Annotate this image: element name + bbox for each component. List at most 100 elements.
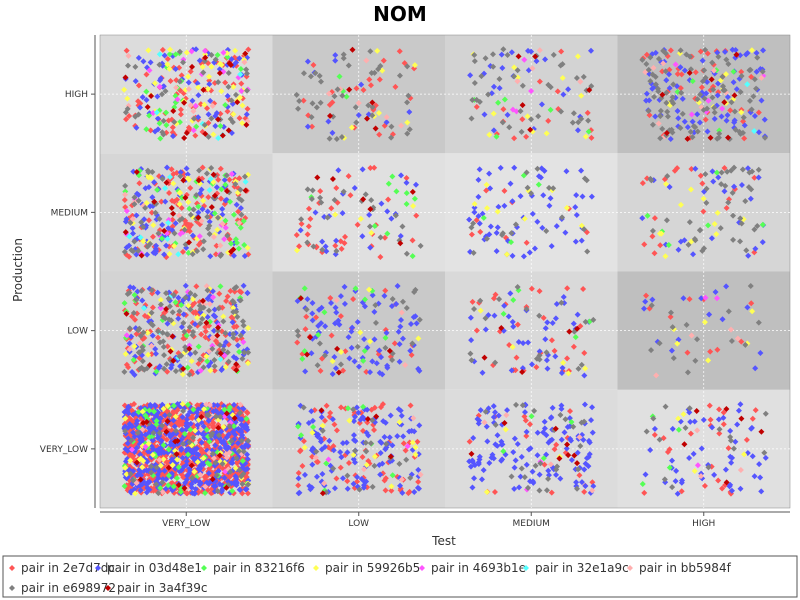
data-point xyxy=(233,59,240,66)
data-point xyxy=(588,193,595,200)
data-point xyxy=(541,167,548,174)
data-point xyxy=(223,172,230,179)
data-point xyxy=(468,450,475,457)
data-point xyxy=(669,484,676,491)
data-point xyxy=(741,135,748,142)
data-point xyxy=(581,226,588,233)
data-point xyxy=(295,423,302,430)
data-point xyxy=(518,128,525,135)
data-point xyxy=(308,350,315,357)
data-point xyxy=(572,238,579,245)
data-point xyxy=(128,247,135,254)
data-point xyxy=(167,174,174,181)
data-point xyxy=(528,361,535,368)
data-point xyxy=(520,253,527,260)
data-point xyxy=(199,206,206,213)
data-point xyxy=(229,460,236,467)
data-point xyxy=(122,218,129,225)
data-point xyxy=(344,449,351,456)
data-point xyxy=(677,47,684,54)
data-point xyxy=(139,464,146,471)
data-point xyxy=(198,439,205,446)
data-point xyxy=(373,360,380,367)
data-point xyxy=(185,73,192,80)
data-point xyxy=(394,433,401,440)
data-point xyxy=(236,55,243,62)
data-point xyxy=(664,108,671,115)
data-point xyxy=(480,214,487,221)
data-point xyxy=(337,361,344,368)
legend-label: pair in e698972 xyxy=(21,581,116,595)
data-point xyxy=(499,119,506,126)
data-point xyxy=(369,417,376,424)
data-point xyxy=(344,478,351,485)
data-point xyxy=(515,53,522,60)
data-point xyxy=(243,111,250,118)
data-point xyxy=(137,455,144,462)
data-point xyxy=(746,97,753,104)
data-point xyxy=(414,438,421,445)
data-point xyxy=(491,312,498,319)
data-point xyxy=(715,174,722,181)
data-point xyxy=(469,458,476,465)
data-point xyxy=(690,450,697,457)
data-point xyxy=(177,173,184,180)
data-point xyxy=(721,48,728,55)
data-point xyxy=(534,165,541,172)
data-point xyxy=(180,319,187,326)
data-point xyxy=(341,300,348,307)
data-point xyxy=(704,50,711,57)
data-point xyxy=(675,115,682,122)
data-point xyxy=(651,250,658,257)
data-point xyxy=(716,127,723,134)
data-point xyxy=(353,119,360,126)
data-point xyxy=(154,186,161,193)
data-point xyxy=(243,415,250,422)
data-point xyxy=(241,241,248,248)
data-point xyxy=(579,193,586,200)
data-point xyxy=(404,99,411,106)
data-point xyxy=(205,194,212,201)
data-point xyxy=(233,367,240,374)
data-point xyxy=(508,230,515,237)
data-point xyxy=(403,250,410,257)
data-point xyxy=(143,97,150,104)
data-point xyxy=(150,249,157,256)
data-point xyxy=(689,134,696,141)
data-point xyxy=(709,59,716,66)
data-point xyxy=(728,487,735,494)
data-point xyxy=(321,480,328,487)
data-point xyxy=(162,185,169,192)
data-point xyxy=(404,63,411,70)
data-point xyxy=(201,122,208,129)
data-point xyxy=(180,59,187,66)
data-point xyxy=(690,123,697,130)
data-point xyxy=(309,123,316,130)
data-point xyxy=(324,214,331,221)
data-point xyxy=(493,248,500,255)
data-point xyxy=(148,463,155,470)
data-point xyxy=(187,350,194,357)
data-point xyxy=(139,94,146,101)
data-point xyxy=(657,113,664,120)
data-point xyxy=(344,405,351,412)
data-point xyxy=(643,292,650,299)
data-point xyxy=(200,238,207,245)
data-point xyxy=(121,248,128,255)
data-point xyxy=(476,220,483,227)
data-point xyxy=(123,47,130,54)
data-point xyxy=(225,83,232,90)
data-point xyxy=(515,338,522,345)
data-point xyxy=(218,61,225,68)
data-point xyxy=(244,290,251,297)
data-point xyxy=(403,201,410,208)
data-point xyxy=(191,490,198,497)
data-point xyxy=(225,478,232,485)
data-point xyxy=(195,84,202,91)
data-point xyxy=(313,458,320,465)
data-point xyxy=(389,173,396,180)
data-point xyxy=(714,209,721,216)
data-point xyxy=(519,82,526,89)
data-point xyxy=(242,50,249,57)
data-point xyxy=(750,93,757,100)
